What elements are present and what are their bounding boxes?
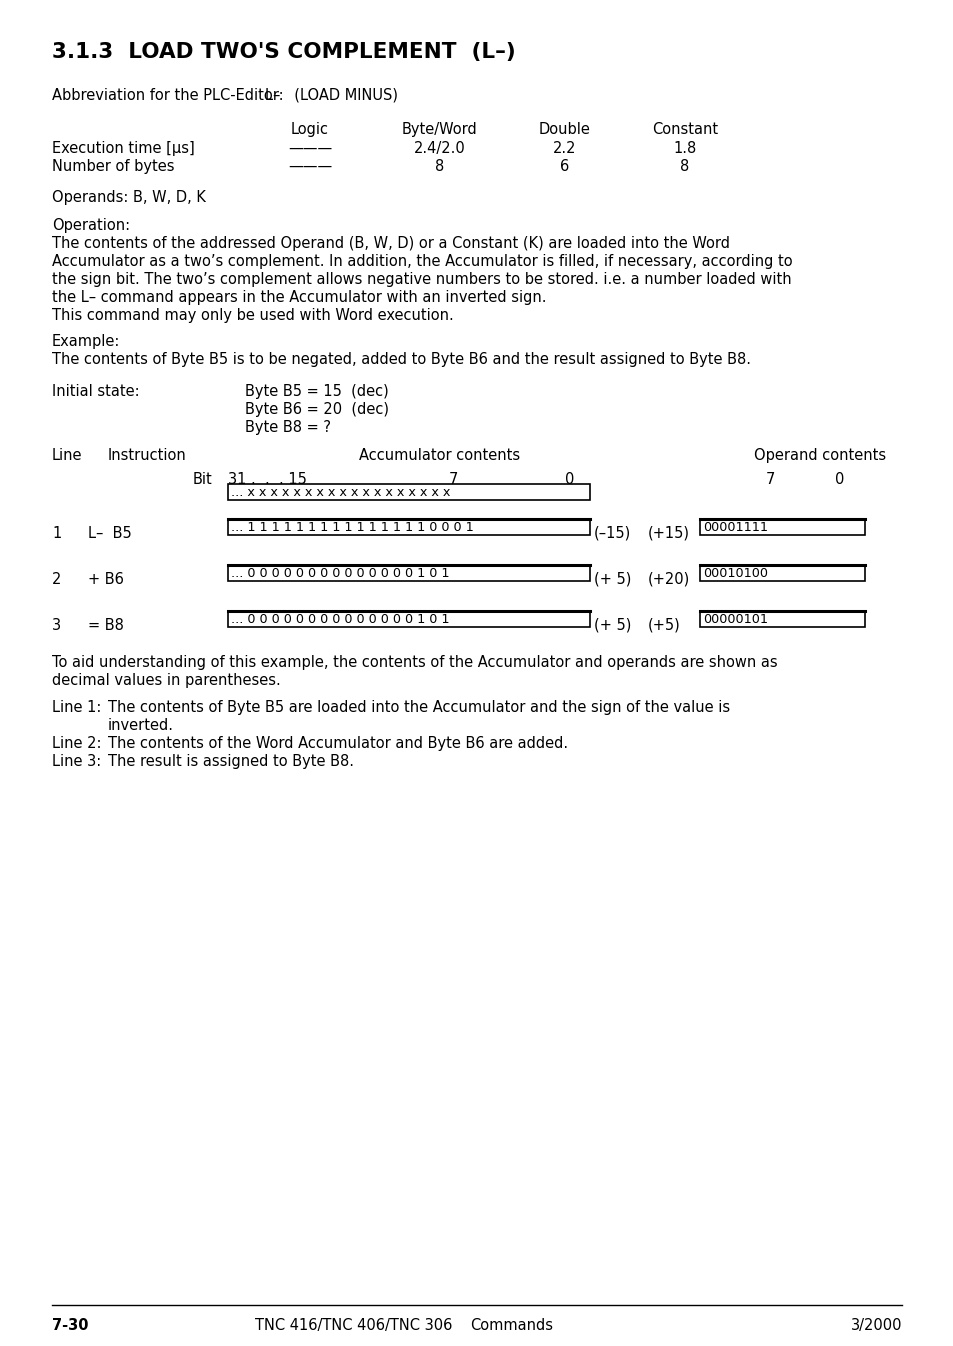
Text: = B8: = B8 [88, 618, 124, 633]
Text: Line: Line [52, 448, 82, 463]
Text: Byte/Word: Byte/Word [402, 122, 477, 137]
Text: (+5): (+5) [647, 618, 680, 633]
Text: ... 0 0 0 0 0 0 0 0 0 0 0 0 0 0 1 0 1: ... 0 0 0 0 0 0 0 0 0 0 0 0 0 0 1 0 1 [231, 567, 449, 580]
Text: Line 3:: Line 3: [52, 754, 101, 769]
Text: Accumulator as a two’s complement. In addition, the Accumulator is filled, if ne: Accumulator as a two’s complement. In ad… [52, 254, 792, 269]
Text: ... x x x x x x x x x x x x x x x x x x: ... x x x x x x x x x x x x x x x x x x [231, 486, 450, 499]
Text: The contents of the Word Accumulator and Byte B6 are added.: The contents of the Word Accumulator and… [108, 736, 568, 751]
Text: 3: 3 [52, 618, 61, 633]
Text: 7-30: 7-30 [52, 1318, 89, 1333]
Text: Commands: Commands [470, 1318, 553, 1333]
Text: the sign bit. The two’s complement allows negative numbers to be stored. i.e. a : the sign bit. The two’s complement allow… [52, 272, 791, 287]
Text: TNC 416/TNC 406/TNC 306: TNC 416/TNC 406/TNC 306 [254, 1318, 452, 1333]
Text: 0: 0 [835, 472, 843, 487]
Text: (–15): (–15) [594, 526, 631, 541]
Text: Accumulator contents: Accumulator contents [359, 448, 520, 463]
Text: ———: ——— [288, 141, 332, 156]
Text: Abbreviation for the PLC-Editor:: Abbreviation for the PLC-Editor: [52, 87, 283, 104]
Text: 0: 0 [565, 472, 574, 487]
Text: Operand contents: Operand contents [753, 448, 885, 463]
Text: 00010100: 00010100 [702, 567, 767, 580]
Bar [700, 565, 864, 581]
Text: L–   (LOAD MINUS): L– (LOAD MINUS) [265, 87, 397, 104]
Text: 2.2: 2.2 [553, 141, 577, 156]
Text: Line 1:: Line 1: [52, 700, 101, 715]
Text: Execution time [µs]: Execution time [µs] [52, 141, 194, 156]
Text: Line 2:: Line 2: [52, 736, 101, 751]
Text: ... 0 0 0 0 0 0 0 0 0 0 0 0 0 0 1 0 1: ... 0 0 0 0 0 0 0 0 0 0 0 0 0 0 1 0 1 [231, 612, 449, 626]
Text: 1.8: 1.8 [673, 141, 696, 156]
Text: Byte B5 = 15  (dec): Byte B5 = 15 (dec) [245, 384, 388, 398]
Text: ... 1 1 1 1 1 1 1 1 1 1 1 1 1 1 1 0 0 0 1: ... 1 1 1 1 1 1 1 1 1 1 1 1 1 1 1 0 0 0 … [231, 521, 474, 534]
Text: 1: 1 [52, 526, 61, 541]
Text: 6: 6 [559, 159, 569, 174]
Text: To aid understanding of this example, the contents of the Accumulator and operan: To aid understanding of this example, th… [52, 656, 777, 670]
Text: Constant: Constant [651, 122, 718, 137]
Text: Number of bytes: Number of bytes [52, 159, 174, 174]
Bar [228, 611, 589, 627]
Bar [700, 520, 864, 534]
Text: Logic: Logic [291, 122, 329, 137]
Text: ———: ——— [288, 159, 332, 174]
Text: the L– command appears in the Accumulator with an inverted sign.: the L– command appears in the Accumulato… [52, 289, 546, 306]
Text: 8: 8 [679, 159, 689, 174]
Bar [228, 485, 589, 499]
Text: 2.4/2.0: 2.4/2.0 [414, 141, 465, 156]
Text: Instruction: Instruction [108, 448, 187, 463]
Text: 8: 8 [435, 159, 444, 174]
Text: 7: 7 [764, 472, 774, 487]
Text: Example:: Example: [52, 334, 120, 349]
Text: decimal values in parentheses.: decimal values in parentheses. [52, 673, 280, 688]
Text: 00000101: 00000101 [702, 612, 767, 626]
Text: Initial state:: Initial state: [52, 384, 139, 398]
Bar [228, 520, 589, 534]
Text: (+ 5): (+ 5) [594, 572, 631, 587]
Text: inverted.: inverted. [108, 717, 173, 734]
Text: 3.1.3  LOAD TWO'S COMPLEMENT  (L–): 3.1.3 LOAD TWO'S COMPLEMENT (L–) [52, 42, 516, 62]
Bar [228, 565, 589, 581]
Text: The contents of Byte B5 are loaded into the Accumulator and the sign of the valu: The contents of Byte B5 are loaded into … [108, 700, 729, 715]
Text: This command may only be used with Word execution.: This command may only be used with Word … [52, 308, 454, 323]
Text: 7: 7 [448, 472, 457, 487]
Text: + B6: + B6 [88, 572, 124, 587]
Text: Operands: B, W, D, K: Operands: B, W, D, K [52, 190, 206, 205]
Text: (+15): (+15) [647, 526, 689, 541]
Text: 3/2000: 3/2000 [850, 1318, 901, 1333]
Bar [700, 611, 864, 627]
Text: Bit: Bit [193, 472, 213, 487]
Text: The contents of Byte B5 is to be negated, added to Byte B6 and the result assign: The contents of Byte B5 is to be negated… [52, 353, 750, 367]
Text: 2: 2 [52, 572, 61, 587]
Text: Operation:: Operation: [52, 218, 130, 233]
Text: Byte B6 = 20  (dec): Byte B6 = 20 (dec) [245, 402, 389, 417]
Text: Double: Double [538, 122, 590, 137]
Text: Byte B8 = ?: Byte B8 = ? [245, 420, 331, 435]
Text: The contents of the addressed Operand (B, W, D) or a Constant (K) are loaded int: The contents of the addressed Operand (B… [52, 236, 729, 250]
Text: 31 .  .  . 15: 31 . . . 15 [228, 472, 307, 487]
Text: 00001111: 00001111 [702, 521, 767, 534]
Text: (+20): (+20) [647, 572, 690, 587]
Text: (+ 5): (+ 5) [594, 618, 631, 633]
Text: The result is assigned to Byte B8.: The result is assigned to Byte B8. [108, 754, 354, 769]
Text: L–  B5: L– B5 [88, 526, 132, 541]
